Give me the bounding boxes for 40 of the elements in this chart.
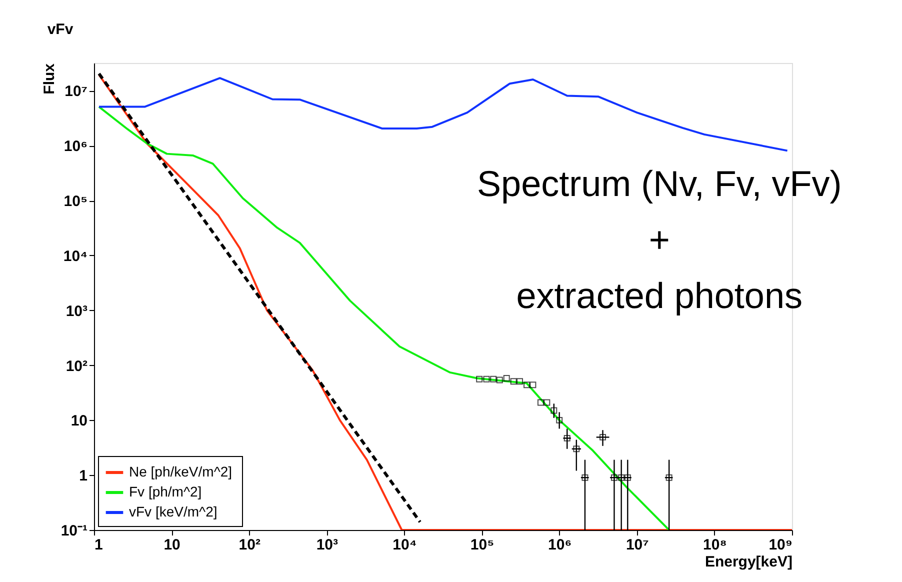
y-tick-label: 10² bbox=[66, 358, 88, 375]
point bbox=[544, 399, 550, 406]
y-tick-label: 10⁻¹ bbox=[60, 522, 88, 540]
y-tick-label: 10 bbox=[70, 412, 88, 430]
x-tick-label: 10⁵ bbox=[470, 536, 494, 554]
legend-label: Fv [ph/m^2] bbox=[129, 484, 202, 500]
x-tick-label: 10 bbox=[164, 536, 180, 554]
x-tick-label: 1 bbox=[94, 536, 103, 554]
point bbox=[510, 378, 517, 385]
x-tick-label: 10⁴ bbox=[392, 536, 417, 554]
legend-label: Ne [ph/keV/m^2] bbox=[129, 464, 232, 480]
y-tick-label: 1 bbox=[79, 468, 88, 485]
y-axis-title: Flux bbox=[40, 62, 58, 94]
point bbox=[550, 407, 558, 414]
point bbox=[516, 378, 524, 385]
y-tick-label: 10⁶ bbox=[64, 138, 88, 156]
point bbox=[476, 376, 483, 382]
point bbox=[483, 376, 490, 382]
y-tick-label: 10⁷ bbox=[64, 83, 88, 100]
x-axis-title: Energy[keV] bbox=[704, 554, 792, 570]
point bbox=[496, 376, 503, 384]
x-tick-label: 10³ bbox=[316, 536, 338, 554]
x-tick-label: 10⁹ bbox=[768, 536, 792, 554]
x-tick-label: 10⁷ bbox=[626, 536, 649, 554]
y-tick-label: 10⁵ bbox=[64, 193, 88, 210]
legend-label: vFv [keV/m^2] bbox=[129, 504, 218, 520]
y-tick-label: 10³ bbox=[66, 302, 88, 320]
point bbox=[490, 376, 497, 382]
point bbox=[524, 382, 530, 388]
annotation: Spectrum (Nv, Fv, vFv) + extracted photons bbox=[477, 163, 842, 316]
chart-title: vFv bbox=[47, 21, 74, 38]
x-tick-label: 10² bbox=[238, 536, 260, 554]
point bbox=[503, 375, 510, 382]
x-tick-label: 10⁸ bbox=[703, 536, 727, 554]
y-tick-label: 10⁴ bbox=[63, 248, 88, 265]
point bbox=[537, 399, 544, 406]
point bbox=[564, 434, 570, 442]
point bbox=[556, 416, 563, 424]
x-tick-label: 10⁶ bbox=[548, 536, 572, 554]
point bbox=[530, 382, 536, 388]
